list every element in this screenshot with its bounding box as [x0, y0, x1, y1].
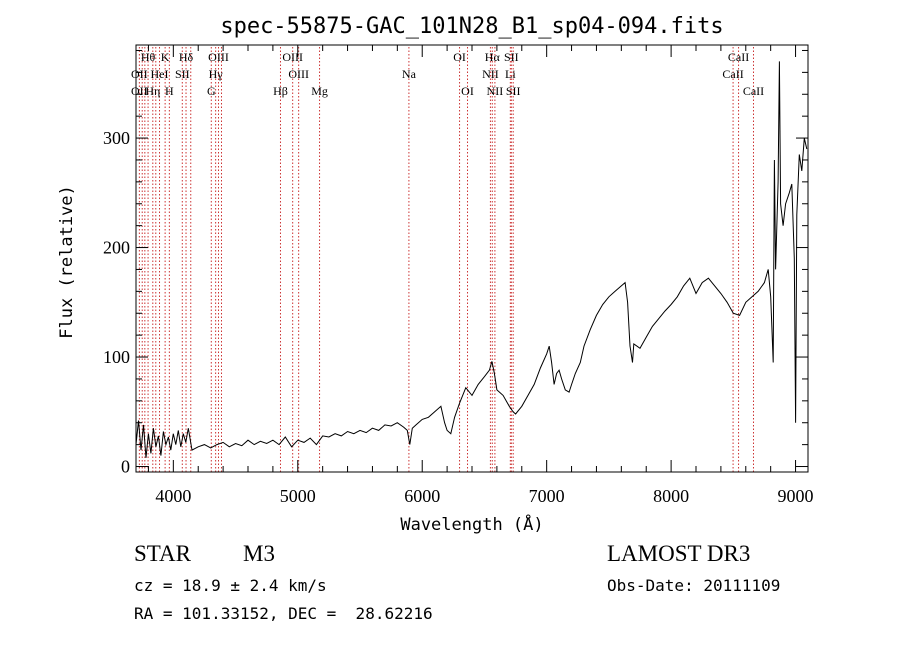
x-tick-label: 8000: [653, 486, 689, 506]
y-tick-label: 300: [103, 128, 130, 148]
spectral-line-label: G: [207, 84, 216, 98]
spectral-line-label: Li: [505, 67, 516, 81]
y-tick-label: 100: [103, 347, 130, 367]
spectral-line-label: OII: [131, 84, 148, 98]
spectral-line-label: SII: [506, 84, 521, 98]
spectral-line-label: OIII: [288, 67, 309, 81]
y-tick-label: 0: [121, 457, 130, 477]
spectrum-line: [135, 61, 808, 458]
axis-ticks: 4000 5000 6000 7000 8000 9000 0 100 200 300: [103, 45, 814, 506]
observation-date: Obs-Date: 20111109: [607, 576, 781, 595]
spectral-line-label: Hγ: [209, 67, 224, 81]
chart-title: spec-55875-GAC_101N28_B1_sp04-094.fits: [220, 14, 723, 39]
spectral-line-label: OIII: [208, 50, 229, 64]
spectral-line-label: NII: [482, 67, 499, 81]
y-tick-label: 200: [103, 238, 130, 258]
spectral-line-label: OI: [453, 50, 466, 64]
spectral-line-label: OI: [461, 84, 474, 98]
spectral-line-label: OIII: [282, 50, 303, 64]
object-subclass: M3: [243, 541, 275, 566]
spectral-line-label: SII: [504, 50, 519, 64]
redshift-readout: cz = 18.9 ± 2.4 km/s: [134, 576, 327, 595]
spectral-line-label: Hα: [485, 50, 501, 64]
spectral-line-label: Hβ: [273, 84, 288, 98]
survey-name: LAMOST DR3: [607, 541, 751, 566]
spectral-line-label: Hη: [145, 84, 160, 98]
spectral-line-label: Hθ: [141, 50, 156, 64]
x-tick-label: 6000: [404, 486, 440, 506]
y-axis-label: Flux (relative): [57, 185, 77, 339]
x-tick-label: 5000: [280, 486, 316, 506]
x-tick-label: 4000: [155, 486, 191, 506]
spectral-line-label: NII: [487, 84, 504, 98]
spectral-line-label: CaII: [728, 50, 749, 64]
spectral-line-label: CaII: [722, 67, 743, 81]
spectral-line-label: SII: [175, 67, 190, 81]
series-layer: [135, 61, 808, 458]
plot-frame: [135, 44, 809, 473]
spectral-line-label: Mg: [311, 84, 328, 98]
spectral-line-label: Na: [402, 67, 417, 81]
x-tick-label: 7000: [529, 486, 565, 506]
spectral-line-label: H: [165, 84, 174, 98]
spectral-line-label: Hδ: [179, 50, 194, 64]
coordinates-readout: RA = 101.33152, DEC = 28.62216: [134, 604, 433, 623]
x-tick-label: 9000: [778, 486, 814, 506]
spectral-line-label: HeI: [151, 67, 169, 81]
spectral-line-label: OII: [131, 67, 148, 81]
spectral-line-label: CaII: [743, 84, 764, 98]
spectral-line-label: K: [161, 50, 170, 64]
object-class: STAR: [134, 541, 191, 566]
spectral-line-markers: [138, 47, 754, 472]
x-axis-label: Wavelength (Å): [400, 513, 543, 535]
